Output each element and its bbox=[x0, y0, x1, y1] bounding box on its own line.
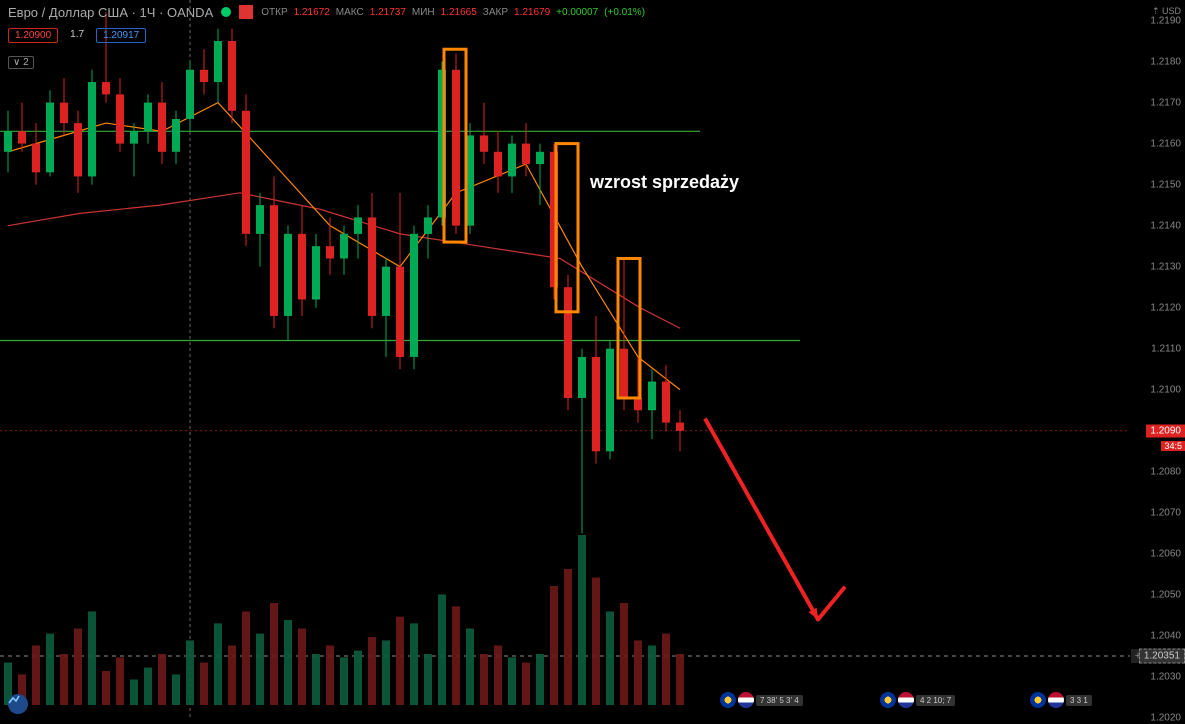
event-badge[interactable]: 4 2 10; 7 bbox=[880, 692, 955, 708]
y-tick-label: 1.2150 bbox=[1150, 179, 1181, 190]
spread-badge: 1.7 bbox=[64, 28, 90, 43]
y-tick-label: 1.2160 bbox=[1150, 138, 1181, 149]
event-label: 4 2 10; 7 bbox=[916, 695, 955, 706]
price-badges: 1.20900 1.7 1.20917 bbox=[8, 28, 146, 43]
ohlc-readout: ОТКР1.21672 МАКС1.21737 МИН1.21665 ЗАКР1… bbox=[261, 7, 645, 18]
status-dot-green bbox=[221, 7, 231, 17]
bid-badge[interactable]: 1.20900 bbox=[8, 28, 58, 43]
chart-svg[interactable] bbox=[0, 0, 1130, 718]
flag-icon bbox=[1048, 692, 1064, 708]
annotation-text: wzrost sprzedaży bbox=[590, 172, 739, 193]
y-axis[interactable]: ⇡ USD 1.21901.21801.21701.21601.21501.21… bbox=[1130, 0, 1185, 718]
status-square-red bbox=[239, 5, 253, 19]
event-badge[interactable]: 3 3 1 bbox=[1030, 692, 1092, 708]
dashed-price-tag: 1.20351 bbox=[1139, 649, 1185, 664]
brand-icon-group bbox=[8, 694, 28, 714]
y-tick-label: 1.2130 bbox=[1150, 261, 1181, 272]
countdown-tag: 34:5 bbox=[1161, 441, 1185, 451]
flag-icon bbox=[898, 692, 914, 708]
current-price-tag: 1.2090 bbox=[1146, 424, 1185, 437]
event-badge[interactable]: 7 38' 5 3' 4 bbox=[720, 692, 803, 708]
event-label: 7 38' 5 3' 4 bbox=[756, 695, 803, 706]
collapse-toggle[interactable]: ∨ 2 bbox=[8, 56, 34, 69]
tradingview-icon[interactable] bbox=[8, 694, 28, 714]
flag-icon bbox=[720, 692, 736, 708]
ask-badge[interactable]: 1.20917 bbox=[96, 28, 146, 43]
top-bar: Евро / Доллар США · 1Ч · OANDA ОТКР1.216… bbox=[0, 0, 653, 24]
y-tick-label: 1.2050 bbox=[1150, 589, 1181, 600]
flag-icon bbox=[738, 692, 754, 708]
y-tick-label: 1.2190 bbox=[1150, 15, 1181, 26]
chart-container: Евро / Доллар США · 1Ч · OANDA ОТКР1.216… bbox=[0, 0, 1185, 718]
y-tick-label: 1.2140 bbox=[1150, 220, 1181, 231]
y-tick-label: 1.2170 bbox=[1150, 97, 1181, 108]
y-tick-label: 1.2060 bbox=[1150, 548, 1181, 559]
y-tick-label: 1.2040 bbox=[1150, 630, 1181, 641]
y-tick-label: 1.2100 bbox=[1150, 384, 1181, 395]
chart-area[interactable] bbox=[0, 0, 1130, 718]
y-tick-label: 1.2120 bbox=[1150, 302, 1181, 313]
y-tick-label: 1.2110 bbox=[1151, 343, 1181, 354]
event-label: 3 3 1 bbox=[1066, 695, 1092, 706]
flag-icon bbox=[880, 692, 896, 708]
y-tick-label: 1.2180 bbox=[1150, 56, 1181, 67]
y-tick-label: 1.2080 bbox=[1150, 466, 1181, 477]
y-tick-label: 1.2020 bbox=[1150, 713, 1181, 724]
y-tick-label: 1.2070 bbox=[1150, 507, 1181, 518]
symbol-title[interactable]: Евро / Доллар США · 1Ч · OANDA bbox=[8, 5, 213, 20]
flag-icon bbox=[1030, 692, 1046, 708]
y-tick-label: 1.2030 bbox=[1150, 671, 1181, 682]
